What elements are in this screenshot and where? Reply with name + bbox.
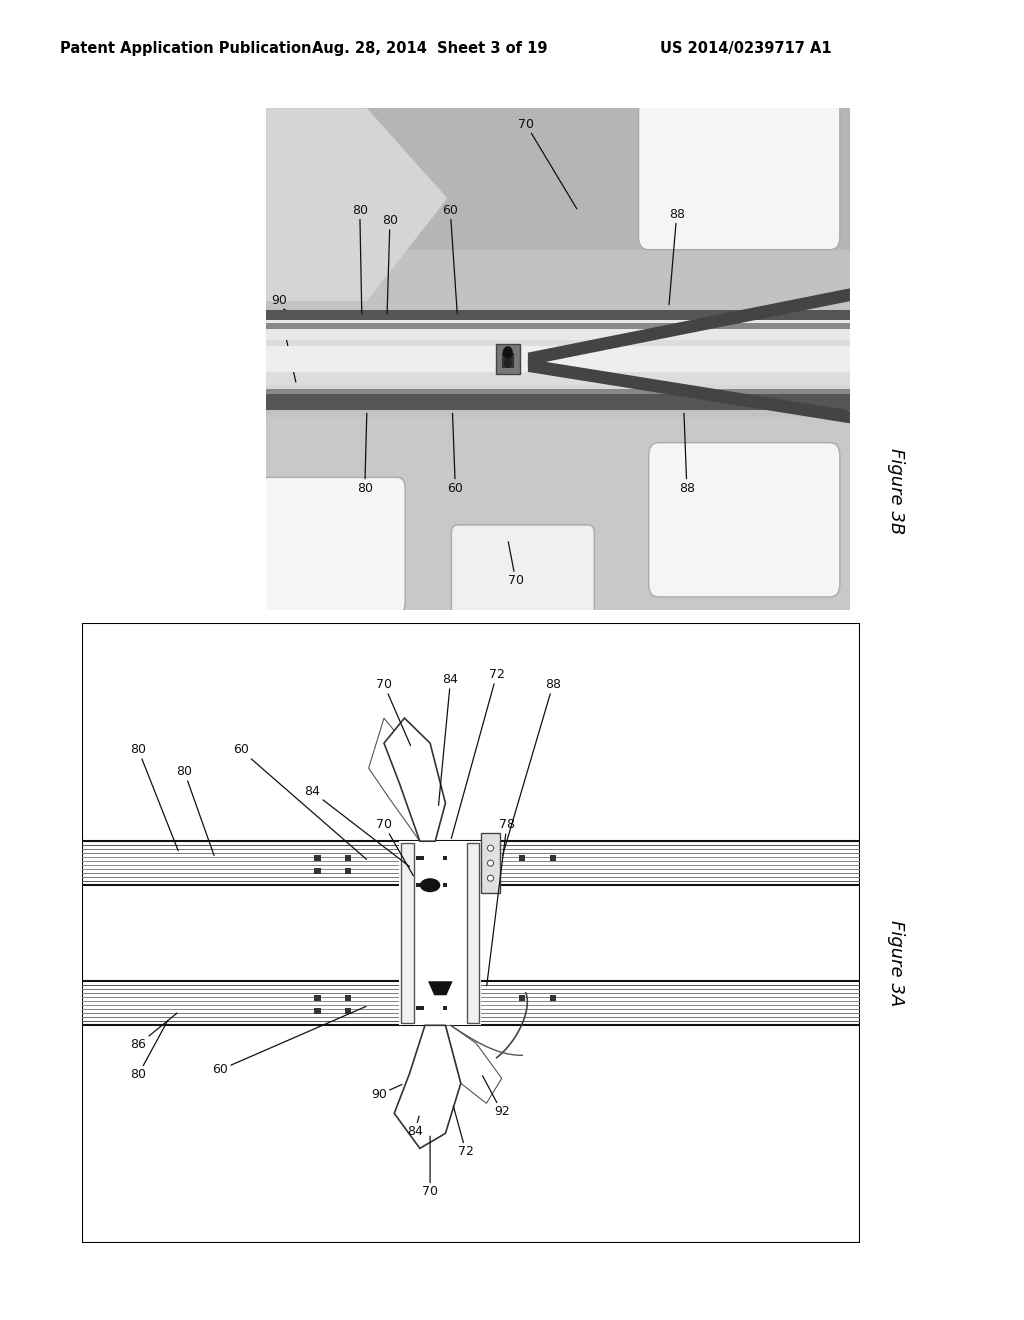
Bar bbox=[266, 108, 850, 610]
Bar bbox=[266, 388, 850, 393]
Polygon shape bbox=[266, 108, 447, 301]
FancyBboxPatch shape bbox=[452, 525, 594, 618]
Bar bbox=[266, 417, 850, 610]
Bar bbox=[266, 346, 850, 372]
Text: 70: 70 bbox=[422, 1137, 438, 1199]
Bar bbox=[266, 321, 850, 339]
Ellipse shape bbox=[420, 878, 440, 892]
Bar bbox=[266, 108, 850, 249]
Text: 84: 84 bbox=[304, 785, 410, 866]
Bar bbox=[420, 857, 424, 861]
Text: 70: 70 bbox=[376, 818, 414, 875]
Bar bbox=[266, 397, 850, 411]
Circle shape bbox=[487, 875, 494, 882]
Bar bbox=[314, 855, 321, 861]
Polygon shape bbox=[528, 288, 850, 366]
FancyBboxPatch shape bbox=[258, 478, 406, 614]
Bar bbox=[266, 391, 850, 401]
Text: 72: 72 bbox=[454, 1106, 474, 1159]
Bar bbox=[345, 1008, 351, 1014]
Bar bbox=[443, 1006, 447, 1010]
Bar bbox=[345, 869, 351, 874]
Text: 84: 84 bbox=[438, 673, 459, 805]
Bar bbox=[416, 857, 420, 861]
Bar bbox=[314, 869, 321, 874]
Bar bbox=[314, 1008, 321, 1014]
Text: 80: 80 bbox=[352, 203, 368, 314]
Text: 80: 80 bbox=[382, 214, 398, 314]
Text: 60: 60 bbox=[212, 1006, 367, 1076]
Text: 70: 70 bbox=[376, 678, 411, 746]
Polygon shape bbox=[369, 718, 425, 841]
Bar bbox=[266, 334, 850, 384]
Text: 80: 80 bbox=[130, 743, 178, 850]
FancyBboxPatch shape bbox=[639, 95, 840, 249]
Text: 70: 70 bbox=[508, 541, 523, 587]
Text: 92: 92 bbox=[482, 1076, 510, 1118]
Text: 88: 88 bbox=[503, 678, 561, 855]
Bar bbox=[519, 855, 525, 861]
Bar bbox=[496, 343, 520, 375]
Text: 78: 78 bbox=[486, 818, 515, 986]
Polygon shape bbox=[394, 1026, 461, 1148]
Text: 60: 60 bbox=[447, 413, 463, 495]
Bar bbox=[467, 843, 479, 1023]
Text: 60: 60 bbox=[232, 743, 367, 859]
Text: 70: 70 bbox=[518, 117, 577, 209]
Text: 88: 88 bbox=[669, 207, 685, 305]
Text: 60: 60 bbox=[442, 203, 458, 314]
Text: 72: 72 bbox=[452, 668, 505, 838]
Bar bbox=[345, 995, 351, 1002]
Bar bbox=[420, 883, 424, 887]
Bar bbox=[266, 310, 850, 321]
Bar bbox=[399, 841, 481, 1026]
Bar bbox=[266, 327, 850, 391]
Bar bbox=[550, 995, 556, 1002]
FancyBboxPatch shape bbox=[648, 442, 840, 597]
Bar bbox=[416, 883, 420, 887]
Bar bbox=[443, 857, 447, 861]
Text: Figure 3B: Figure 3B bbox=[887, 447, 905, 535]
Text: 80: 80 bbox=[130, 1020, 168, 1081]
Bar bbox=[519, 995, 525, 1002]
Polygon shape bbox=[528, 359, 850, 424]
Text: 86: 86 bbox=[130, 1012, 177, 1051]
Text: US 2014/0239717 A1: US 2014/0239717 A1 bbox=[660, 41, 831, 55]
Bar bbox=[345, 855, 351, 861]
Bar bbox=[314, 995, 321, 1002]
Text: 90: 90 bbox=[371, 1085, 402, 1101]
Text: 84: 84 bbox=[407, 1115, 423, 1138]
Bar bbox=[443, 883, 447, 887]
Circle shape bbox=[487, 845, 494, 851]
Bar bbox=[266, 323, 850, 330]
Bar bbox=[416, 1006, 420, 1010]
Polygon shape bbox=[384, 718, 445, 841]
Bar bbox=[401, 843, 414, 1023]
Circle shape bbox=[504, 358, 512, 368]
Bar bbox=[550, 855, 556, 861]
Bar bbox=[481, 833, 500, 894]
Polygon shape bbox=[445, 1026, 502, 1104]
Bar bbox=[420, 1006, 424, 1010]
Polygon shape bbox=[428, 981, 453, 995]
Bar bbox=[502, 352, 514, 368]
Text: 88: 88 bbox=[679, 413, 695, 495]
Text: 80: 80 bbox=[356, 413, 373, 495]
Text: 90: 90 bbox=[271, 294, 287, 306]
Text: 80: 80 bbox=[176, 766, 214, 855]
Circle shape bbox=[487, 861, 494, 866]
Circle shape bbox=[503, 346, 513, 359]
Text: Figure 3A: Figure 3A bbox=[887, 920, 905, 1007]
Text: Aug. 28, 2014  Sheet 3 of 19: Aug. 28, 2014 Sheet 3 of 19 bbox=[312, 41, 548, 55]
Text: Patent Application Publication: Patent Application Publication bbox=[60, 41, 311, 55]
